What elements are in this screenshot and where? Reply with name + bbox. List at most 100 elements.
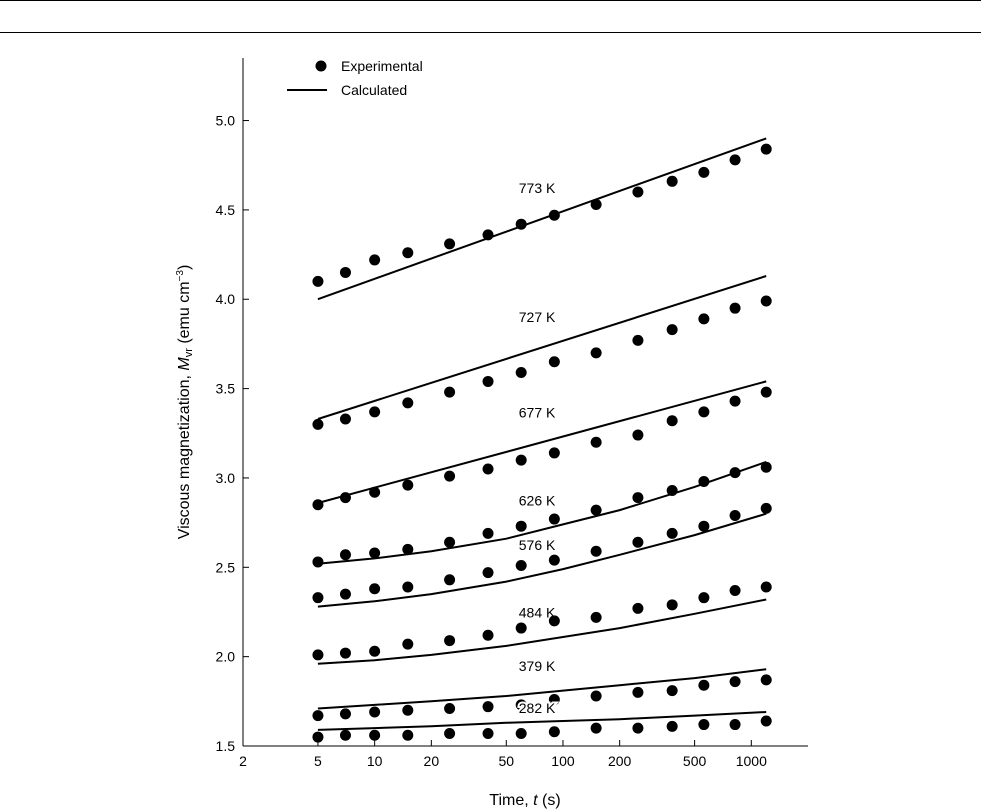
x-tick-label: 1000 [736, 753, 767, 769]
data-point [698, 592, 710, 604]
data-point [515, 367, 527, 379]
data-point [590, 504, 602, 516]
series-label: 576 K [519, 537, 556, 553]
data-point [515, 699, 527, 711]
data-point [590, 722, 602, 734]
experimental-series-576k [312, 502, 772, 604]
data-point [590, 199, 602, 211]
data-point [666, 175, 678, 187]
y-tick-label: 5.0 [216, 113, 236, 129]
calculated-line-282k [317, 711, 767, 731]
data-point [590, 347, 602, 359]
experimental-series-773k [312, 143, 772, 287]
data-point [402, 397, 414, 409]
data-point [632, 602, 644, 614]
series-label: 484 K [519, 605, 556, 621]
calculated-line-484k [317, 598, 767, 665]
x-tick-label: 10 [367, 753, 383, 769]
data-point [339, 729, 351, 741]
data-point [729, 467, 741, 479]
data-point [369, 706, 381, 718]
x-tick-label: 50 [498, 753, 514, 769]
data-point [590, 690, 602, 702]
data-point [698, 406, 710, 418]
data-point [339, 492, 351, 504]
calculated-line-626k [317, 460, 767, 565]
data-point [515, 727, 527, 739]
data-point [482, 229, 494, 241]
data-point [666, 599, 678, 611]
data-point [760, 674, 772, 686]
legend-label-experimental: Experimental [341, 58, 423, 74]
data-point [729, 395, 741, 407]
x-tick-label: 500 [683, 753, 707, 769]
y-tick-label: 3.5 [216, 381, 236, 397]
data-point [402, 638, 414, 650]
data-point [339, 266, 351, 278]
data-point [444, 574, 456, 586]
data-point [402, 729, 414, 741]
data-point [312, 710, 324, 722]
data-point [515, 520, 527, 532]
x-axis-title-unit: (s) [538, 792, 561, 809]
data-point [729, 154, 741, 166]
experimental-series-379k [312, 674, 772, 722]
data-point [444, 536, 456, 548]
y-tick-label: 4.0 [216, 291, 236, 307]
data-point [369, 254, 381, 266]
experimental-series-677k [312, 386, 772, 511]
data-point [729, 676, 741, 688]
data-point [729, 719, 741, 731]
calculated-lines [317, 137, 767, 731]
data-point [666, 484, 678, 496]
series-labels: 773 K 727 K 677 K 626 K 576 K 484 K 379 K 282 K [517, 180, 558, 718]
y-axis-title: Viscous magnetization, Mvr (emu cm−3) [175, 265, 195, 540]
data-point [698, 520, 710, 532]
experimental-series-626k [312, 461, 772, 568]
x-tick-label: 100 [551, 753, 575, 769]
x-axis-title-main: Time, [489, 792, 533, 809]
data-point [666, 720, 678, 732]
series-label: 626 K [519, 492, 556, 508]
data-point [548, 356, 560, 368]
data-point [482, 375, 494, 387]
data-point [632, 334, 644, 346]
axes: 1.5 2.0 2.5 3.0 3.5 4.0 4.5 5.0 2 5 10 20 50 100 200 50… [216, 58, 808, 769]
y-axis-title-unit: (emu cm [176, 281, 193, 348]
data-point [632, 686, 644, 698]
y-axis-title-close: ) [176, 265, 193, 270]
data-point [312, 499, 324, 511]
data-point [760, 581, 772, 593]
data-point [698, 679, 710, 691]
data-point [312, 275, 324, 287]
calculated-line-727k [317, 275, 767, 420]
data-point [760, 502, 772, 514]
calculated-line-576k [317, 512, 767, 608]
series-label: 727 K [519, 309, 556, 325]
y-axis-title-main: Viscous magnetization, [176, 371, 193, 540]
data-point [760, 143, 772, 155]
legend-label-calculated: Calculated [341, 82, 407, 98]
data-point [312, 418, 324, 430]
data-point [632, 492, 644, 504]
y-tick-label: 2.5 [216, 559, 236, 575]
data-point [369, 583, 381, 595]
experimental-points [312, 143, 772, 743]
data-point [444, 386, 456, 398]
data-point [590, 545, 602, 557]
data-point [729, 302, 741, 314]
data-point [698, 166, 710, 178]
data-point [760, 715, 772, 727]
x-tick-label: 2 [239, 753, 247, 769]
data-point [760, 295, 772, 307]
data-point [515, 218, 527, 230]
calculated-line-773k [317, 137, 767, 301]
calculated-line-677k [317, 380, 767, 504]
data-point [444, 702, 456, 714]
data-point [632, 536, 644, 548]
data-point [698, 476, 710, 488]
x-axis-title-var: t [533, 792, 538, 809]
data-point [482, 727, 494, 739]
y-tick-label: 2.0 [216, 649, 236, 665]
legend: Experimental Calculated [287, 58, 423, 98]
